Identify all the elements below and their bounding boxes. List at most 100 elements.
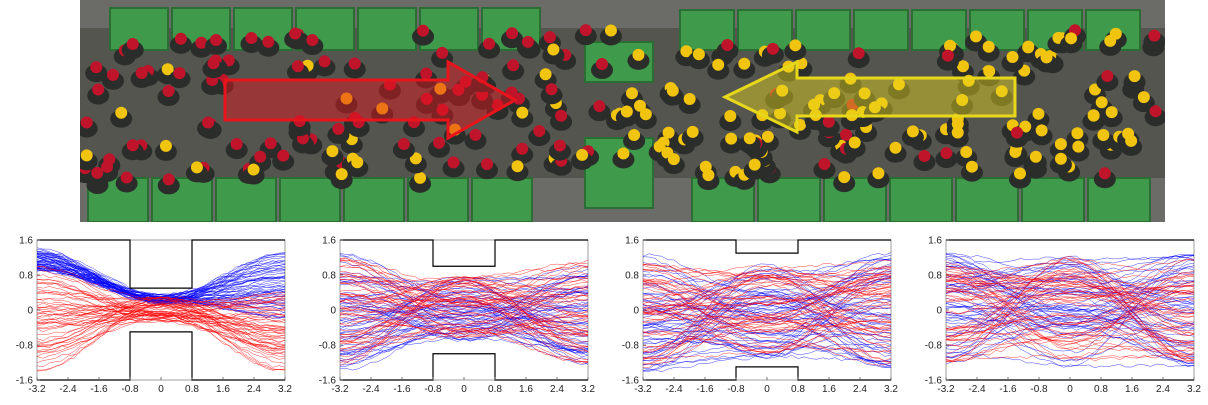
corridor-wall-top [643,239,891,254]
trajectory-line [642,276,892,359]
bottleneck-barrier-bottom [584,137,654,209]
y-tick-label: 0 [330,306,336,317]
trajectory-line [642,288,892,333]
trajectory-line [339,331,589,354]
pedestrian-helmet [852,47,865,60]
pedestrian-helmet [828,87,841,100]
x-tick-label: -1.6 [696,384,714,395]
pedestrian-helmet [1097,128,1110,141]
pedestrian-helmet [115,106,128,119]
trajectory-line [339,279,589,309]
pedestrian-helmet [90,61,103,74]
trajectory-line [339,302,589,355]
x-tick-label: 2.4 [1156,384,1170,395]
trajectory-line [642,320,892,348]
pedestrian-helmet [459,75,472,88]
x-tick-label: 0.8 [791,384,805,395]
trajectory-line [36,282,286,319]
pedestrian-helmet [120,171,133,184]
y-tick-label: -1.6 [16,376,34,387]
trajectory-line [339,260,589,331]
corridor-wall-bottom [37,331,285,381]
pedestrian-helmet [1035,124,1048,137]
trajectory-line [642,259,892,324]
pedestrian-helmet [335,168,348,181]
pedestrian-helmet [306,34,319,47]
pedestrian-helmet [159,139,172,152]
trajectory-line [642,264,892,325]
pedestrian-helmet [1019,120,1032,133]
trajectory-line [339,300,589,368]
trajectory-line [642,283,892,366]
trajectory-line [36,249,285,296]
trajectory-line [945,279,1195,343]
trajectory-line [36,302,286,347]
pedestrian-helmet [436,46,449,59]
trajectory-line [945,266,1195,304]
pedestrian-helmet [434,82,447,95]
trajectory-line [339,285,589,344]
pedestrian-helmet [555,109,568,122]
pedestrian-helmet [579,24,592,37]
trajectory-line [945,273,1195,360]
x-tick-label: 0.8 [488,384,502,395]
pedestrian-helmet [774,107,787,120]
pedestrian-helmet [480,158,493,171]
trajectory-line [642,267,892,314]
trajectory-line [339,266,589,304]
barrier-panel [295,7,355,51]
trajectory-line [339,299,589,352]
x-tick-label: -2.4 [362,384,380,395]
pedestrian-helmet [822,115,835,128]
x-tick-label: 3.2 [278,384,292,395]
barrier-panel [1021,177,1085,222]
pedestrian-helmet [969,30,982,43]
yellow-arrow [721,59,1017,135]
pedestrian-helmet [80,149,93,162]
pedestrian-helmet [340,92,353,105]
trajectory-line [945,313,1195,342]
y-tick-label: 1.6 [928,236,942,247]
y-tick-label: -0.8 [622,341,640,352]
x-tick-label: 2.4 [853,384,867,395]
pedestrian-helmet [543,31,556,44]
pedestrian-helmet [289,27,302,40]
barrier-panel [343,177,405,222]
trajectory-line [945,256,1195,340]
trajectory-line [36,263,286,319]
pedestrian-helmet [1022,41,1035,54]
pedestrian-helmet [521,35,534,48]
trajectory-line [36,299,286,328]
trajectory-line [36,291,286,316]
barrier-panel [955,177,1019,222]
pedestrian-helmet [639,108,652,121]
barrier-panel [757,177,821,222]
trajectory-line [945,286,1195,338]
trajectory-line [642,263,892,329]
y-tick-label: 0 [936,306,942,317]
trajectory-line [642,279,892,316]
pedestrian-helmet [1071,127,1084,140]
pedestrian-helmet [892,78,905,91]
trajectory-line [36,252,286,300]
pedestrian-helmet [161,63,174,76]
y-tick-label: -1.6 [319,376,337,387]
pedestrian-helmet [383,78,396,91]
barrier-panel [215,177,277,222]
trajectory-line [339,285,589,361]
pedestrian-helmet [162,173,175,186]
pedestrian-helmet [420,92,433,105]
trajectory-line [36,304,286,367]
trajectory-line [339,278,589,331]
pedestrian-helmet [1087,109,1100,122]
pedestrian-helmet [1013,167,1026,180]
pedestrian-helmet [162,85,175,98]
trajectory-line [339,278,589,319]
trajectory-line [945,270,1195,336]
pedestrian-helmet [838,171,851,184]
x-tick-label: 3.2 [1187,384,1201,395]
trajectory-line [339,277,589,313]
trajectory-line [339,278,589,317]
trajectory-line [945,303,1195,344]
pedestrian-helmet [409,152,422,165]
